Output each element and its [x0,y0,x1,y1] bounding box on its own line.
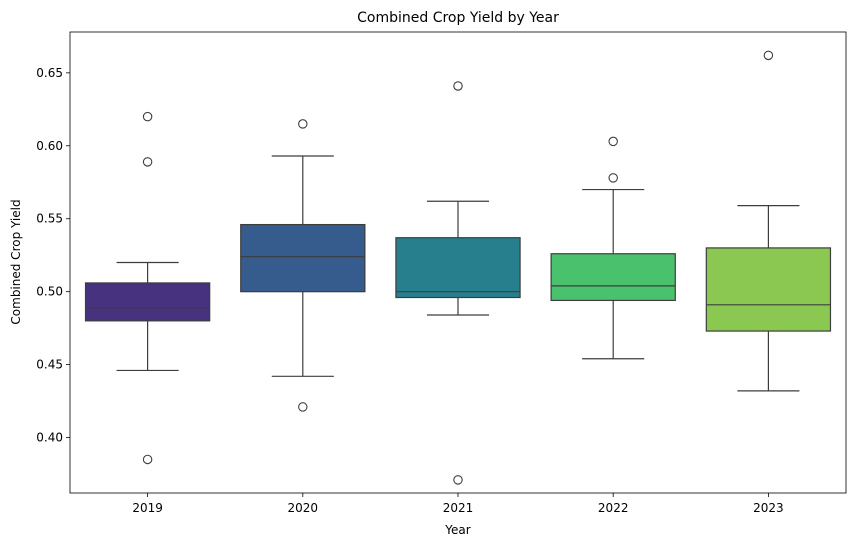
x-tick-label: 2023 [753,501,784,515]
x-tick-label: 2019 [132,501,163,515]
y-tick-label: 0.50 [36,285,63,299]
y-tick-label: 0.55 [36,212,63,226]
y-axis: 0.40 0.45 0.50 0.55 0.60 0.65 [36,66,70,445]
box-iqr [395,237,521,299]
chart-title: Combined Crop Yield by Year [357,10,559,26]
box-series [84,50,832,485]
outlier-point [298,402,308,412]
outlier-point [298,119,308,129]
x-tick-label: 2022 [598,501,629,515]
outlier-point [453,81,463,91]
outlier-point [142,157,153,167]
box-iqr [550,253,676,302]
outlier-point [763,50,774,61]
x-axis-label: Year [444,523,470,537]
y-tick-label: 0.65 [36,66,63,80]
y-axis-label: Combined Crop Yield [9,199,23,324]
outlier-point [142,111,153,122]
outlier-point [142,454,153,465]
x-tick-label: 2020 [288,501,319,515]
box-iqr [705,247,832,332]
x-axis: 2019 2020 2021 2022 2023 [132,493,784,515]
x-tick-label: 2021 [443,501,474,515]
y-tick-label: 0.40 [36,431,63,445]
box-2020 [240,119,366,412]
box-2019 [84,111,211,465]
y-tick-label: 0.45 [36,358,63,372]
box-2022 [550,136,676,360]
outlier-point [608,136,618,147]
y-tick-label: 0.60 [36,139,63,153]
box-2023 [705,50,832,392]
box-iqr [84,282,211,322]
outlier-point [453,475,463,485]
box-2021 [395,81,521,485]
outlier-point [608,173,618,183]
box-iqr [240,223,366,293]
